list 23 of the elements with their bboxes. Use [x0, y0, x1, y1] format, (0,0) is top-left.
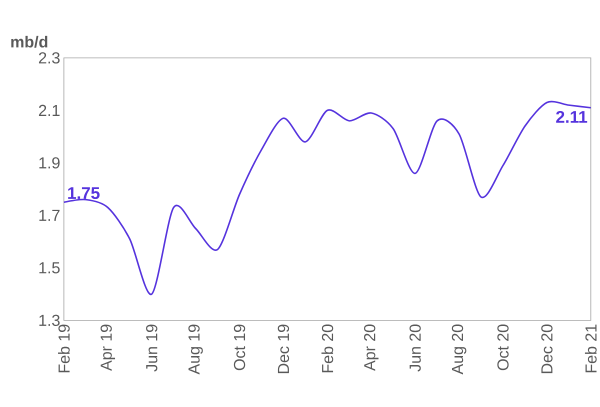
data-label: 1.75	[68, 187, 100, 199]
x-tick-label: Jun 19	[146, 324, 158, 372]
y-tick-label: 2.1	[38, 104, 60, 116]
x-tick-label: Oct 19	[234, 324, 246, 370]
line-series	[63, 100, 592, 295]
x-tick-label: Apr 20	[364, 324, 378, 371]
x-tick-label: Feb 21	[584, 324, 597, 372]
data-label: 2.11	[556, 110, 588, 123]
x-tick-label: Dec 20	[541, 324, 553, 374]
y-axis-title: mb/d	[11, 36, 48, 48]
x-tick-label: Feb 19	[58, 324, 70, 372]
x-tick-label: Feb 20	[321, 324, 334, 372]
y-tick-label: 1.9	[39, 157, 60, 168]
x-tick-label: Dec 19	[278, 324, 290, 374]
x-tick-label: Oct 20	[497, 324, 509, 370]
y-tick-label: 1.3	[39, 314, 60, 326]
x-tick-label: Apr 19	[100, 324, 116, 371]
x-tick-label: Jun 20	[410, 324, 421, 372]
y-tick-label: 1.5	[39, 262, 60, 274]
y-tick-label: 2.3	[38, 52, 60, 64]
x-tick-label: Aug 19	[188, 324, 203, 374]
x-tick-label: Aug 20	[452, 324, 466, 374]
y-tick-label: 1.7	[39, 210, 60, 221]
